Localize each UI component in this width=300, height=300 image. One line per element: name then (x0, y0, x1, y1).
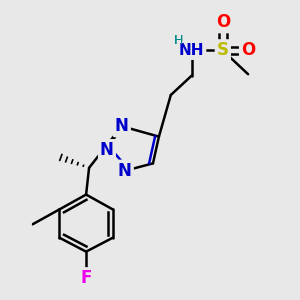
Text: NH: NH (179, 43, 204, 58)
Text: NH: NH (179, 43, 204, 58)
Text: N: N (115, 117, 129, 135)
Text: O: O (241, 41, 255, 59)
Text: N: N (100, 141, 114, 159)
Text: H: H (173, 34, 183, 46)
Text: N: N (100, 141, 114, 159)
Text: S: S (217, 41, 229, 59)
Text: N: N (115, 117, 129, 135)
Text: S: S (217, 41, 229, 59)
Text: H: H (173, 34, 183, 46)
Text: F: F (80, 269, 92, 287)
Text: F: F (80, 269, 92, 287)
Text: O: O (216, 13, 230, 31)
Text: N: N (118, 162, 132, 180)
Text: O: O (241, 41, 255, 59)
Text: O: O (216, 13, 230, 31)
Text: N: N (118, 162, 132, 180)
